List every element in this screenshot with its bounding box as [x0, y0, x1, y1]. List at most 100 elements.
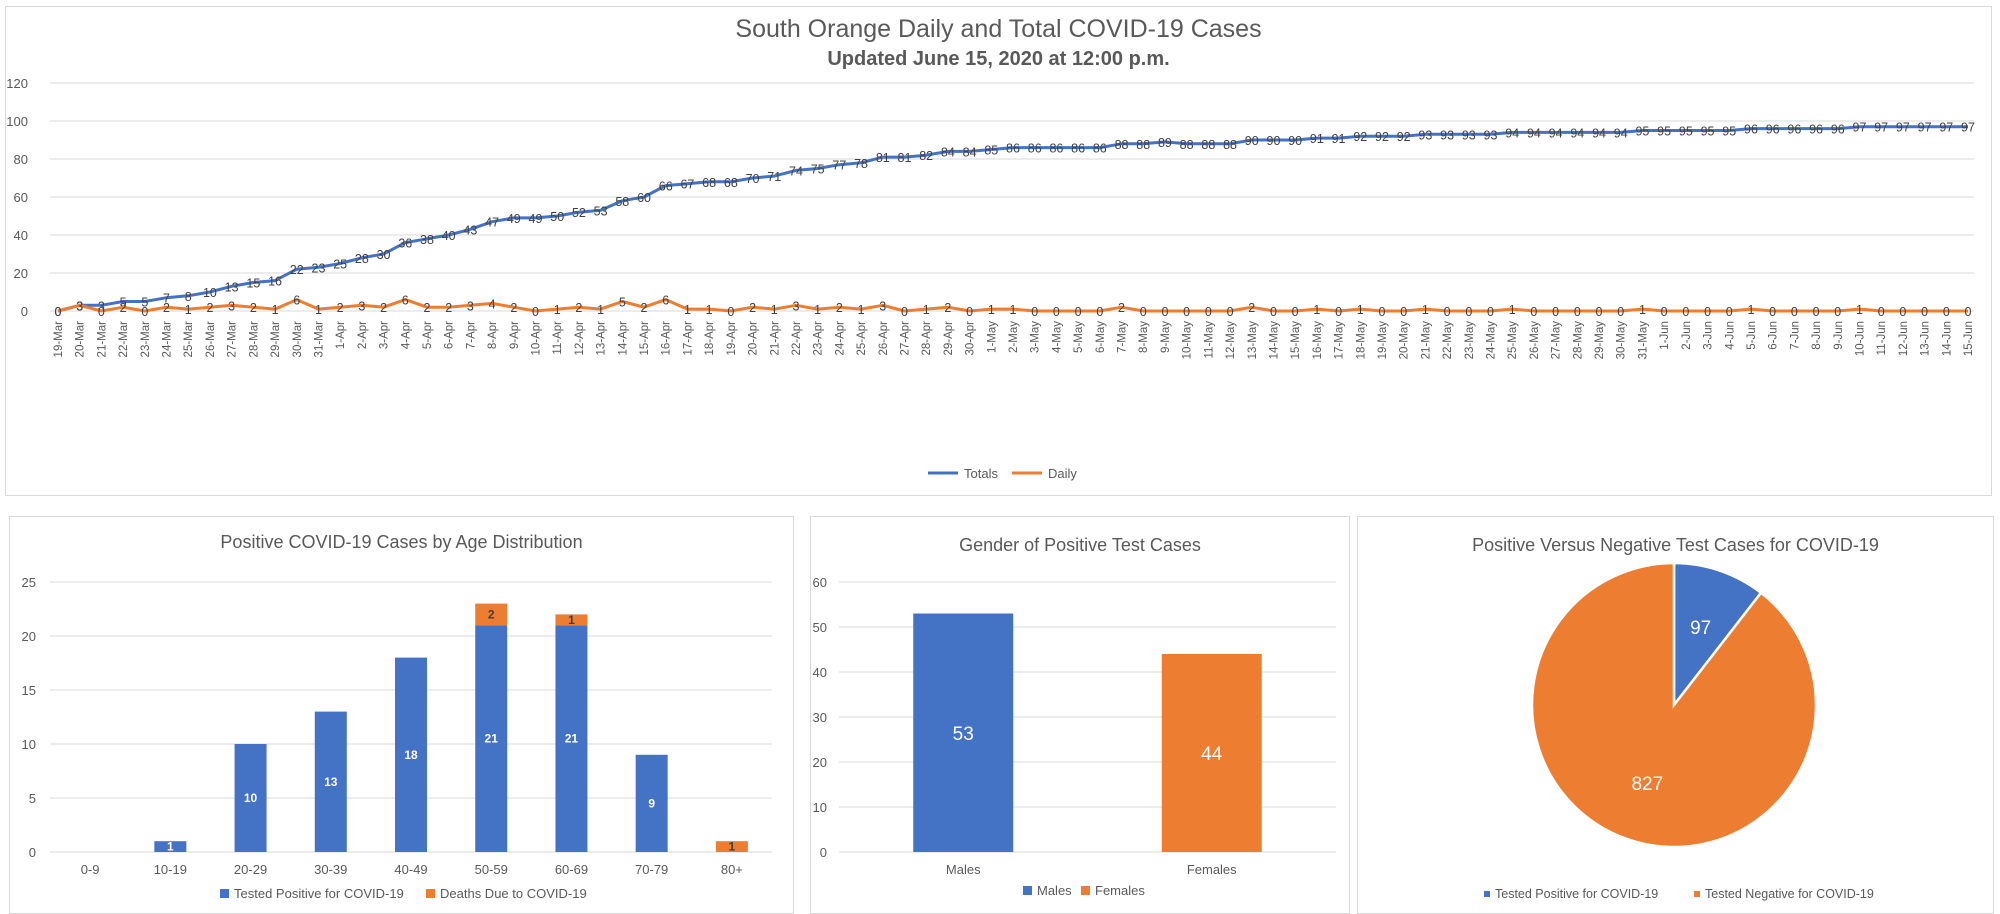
gender-bar-chart: Gender of Positive Test Cases 0 10 20 30 40 50… — [813, 535, 1336, 898]
data-label-totals: 47 — [485, 216, 499, 230]
x-tick-label: 8-Jun — [1811, 321, 1823, 350]
x-tick-label: 17-Apr — [682, 321, 694, 356]
bar-females — [1161, 654, 1262, 852]
data-label-totals: 93 — [1440, 128, 1454, 142]
data-label-daily: 1 — [706, 303, 713, 317]
legend-swatch-negative — [1694, 891, 1700, 897]
chart-title: Positive COVID-19 Cases by Age Distribut… — [220, 532, 582, 552]
x-tick-label: 16-May — [1312, 321, 1324, 360]
data-label-daily: 2 — [749, 301, 756, 315]
x-tick-label: 28-Apr — [921, 321, 933, 356]
x-tick-label: 11-Jun — [1876, 321, 1888, 355]
bar-segment-positive — [475, 625, 508, 852]
x-tick-label: 25-Apr — [856, 321, 868, 356]
data-label-daily: 0 — [1834, 305, 1841, 319]
x-tick-label: 13-Jun — [1920, 321, 1932, 356]
chart-title: South Orange Daily and Total COVID-19 Ca… — [735, 15, 1261, 43]
x-tick-label: 27-Mar — [227, 321, 239, 358]
y-tick-label: 20 — [22, 629, 36, 644]
data-label-daily: 1 — [1509, 303, 1516, 317]
slice-label-negative: 827 — [1631, 774, 1663, 795]
data-label-daily: 2 — [944, 301, 951, 315]
y-tick-label: 20 — [813, 755, 827, 770]
x-tick-label: 3-Apr — [379, 321, 391, 349]
y-tick-label: 15 — [22, 683, 36, 698]
data-label-daily: 0 — [1791, 305, 1798, 319]
x-tick-label: 25-Mar — [183, 321, 195, 358]
x-tick-label: 9-Apr — [509, 321, 521, 349]
data-label: 21 — [485, 732, 499, 746]
data-label-totals: 7 — [163, 292, 170, 306]
x-tick-label: 10-19 — [154, 862, 187, 877]
x-tick-label: 10-Jun — [1854, 321, 1866, 356]
data-label-totals: 86 — [1071, 142, 1085, 156]
x-tick-label: 21-May — [1420, 321, 1432, 360]
x-tick-label: 5-Jun — [1746, 321, 1758, 350]
data-label-daily: 1 — [684, 303, 691, 317]
data-label-females: 44 — [1201, 744, 1223, 765]
pie-chart-panel: Positive Versus Negative Test Cases for … — [1357, 516, 1994, 914]
bar-segment-deaths — [475, 603, 508, 626]
x-tick-label: 19-May — [1377, 321, 1389, 360]
x-tick-label: 27-May — [1551, 321, 1563, 360]
data-label-totals: 97 — [1961, 121, 1975, 135]
data-label-daily: 0 — [727, 305, 734, 319]
bar-males — [913, 613, 1014, 852]
x-tick-label: 7-Apr — [465, 321, 477, 349]
data-label-totals: 71 — [767, 170, 781, 184]
data-label-daily: 0 — [141, 305, 148, 319]
data-label-daily: 0 — [1813, 305, 1820, 319]
data-label: 10 — [244, 791, 258, 805]
data-label-totals: 68 — [702, 176, 716, 190]
data-label-daily: 1 — [1856, 303, 1863, 317]
data-label-daily: 0 — [1227, 305, 1234, 319]
x-tick-label: 1-Apr — [335, 321, 347, 349]
x-tick-label: 29-May — [1594, 321, 1606, 360]
data-label-totals: 81 — [876, 151, 890, 165]
data-label-daily: 4 — [489, 297, 496, 311]
data-label-daily: 1 — [1747, 303, 1754, 317]
legend-swatch-deaths — [426, 889, 435, 898]
y-tick-label: 60 — [813, 575, 827, 590]
x-tick-label: 30-Mar — [292, 321, 304, 358]
data-label-totals: 3 — [98, 299, 105, 313]
x-tick-label: 9-Jun — [1833, 321, 1845, 350]
data-label-totals: 95 — [1635, 125, 1649, 139]
x-tick-label: 28-Mar — [248, 321, 260, 358]
data-label-daily: 5 — [619, 296, 626, 310]
data-label-daily: 0 — [1965, 305, 1972, 319]
data-label-totals: 5 — [120, 296, 127, 310]
data-label-totals: 94 — [1592, 126, 1606, 140]
data-label-totals: 30 — [377, 248, 391, 262]
data-label-daily: 6 — [662, 294, 669, 308]
data-label-daily: 0 — [1921, 305, 1928, 319]
x-tick-label: 8-May — [1138, 321, 1150, 353]
x-tick-label: 31-May — [1637, 321, 1649, 360]
bar-segment-deaths — [555, 614, 588, 626]
data-label-totals: 22 — [290, 263, 304, 277]
data-label-totals: 0 — [55, 305, 62, 319]
x-tick-label: 24-Apr — [834, 321, 846, 356]
data-label-daily: 0 — [98, 305, 105, 319]
data-label-totals: 40 — [442, 229, 456, 243]
data-label-totals: 67 — [680, 178, 694, 192]
data-label-daily: 2 — [380, 301, 387, 315]
data-label-daily: 6 — [293, 294, 300, 308]
data-label-totals: 86 — [1028, 142, 1042, 156]
x-tick-label: 40-49 — [394, 862, 427, 877]
data-label-daily: 0 — [1205, 305, 1212, 319]
bar-segment-positive — [234, 744, 267, 852]
x-tick-label: 3-May — [1030, 321, 1042, 353]
data-label-daily: 2 — [1118, 301, 1125, 315]
data-label-daily: 1 — [771, 303, 778, 317]
x-tick-label: 14-Apr — [617, 321, 629, 356]
data-label-totals: 94 — [1570, 126, 1584, 140]
legend-label-females: Females — [1095, 883, 1145, 898]
data-label: 1 — [568, 613, 575, 627]
x-tick-label: 21-Apr — [769, 321, 781, 356]
data-label-totals: 78 — [854, 157, 868, 171]
data-label-daily: 0 — [1292, 305, 1299, 319]
data-label-daily: 0 — [1465, 305, 1472, 319]
y-tick-label: 0 — [29, 845, 36, 860]
x-tick-label: 10-Apr — [531, 321, 543, 356]
